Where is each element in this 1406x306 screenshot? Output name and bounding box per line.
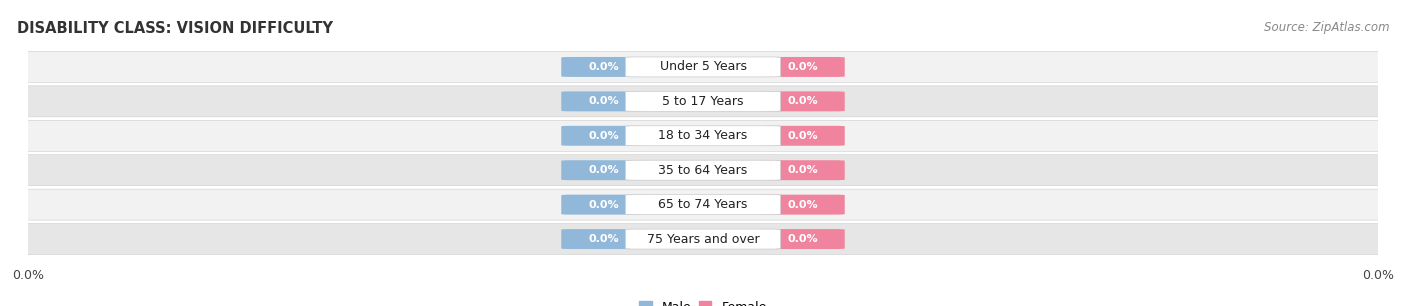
FancyBboxPatch shape — [561, 229, 645, 249]
FancyBboxPatch shape — [761, 126, 845, 146]
Text: Under 5 Years: Under 5 Years — [659, 61, 747, 73]
Legend: Male, Female: Male, Female — [634, 296, 772, 306]
FancyBboxPatch shape — [1, 120, 1405, 151]
Text: 0.0%: 0.0% — [588, 62, 619, 72]
FancyBboxPatch shape — [561, 91, 645, 111]
Text: 0.0%: 0.0% — [588, 200, 619, 210]
Text: 0.0%: 0.0% — [787, 234, 818, 244]
FancyBboxPatch shape — [761, 160, 845, 180]
FancyBboxPatch shape — [626, 195, 780, 215]
FancyBboxPatch shape — [761, 229, 845, 249]
FancyBboxPatch shape — [626, 57, 780, 77]
FancyBboxPatch shape — [761, 91, 845, 111]
Text: 0.0%: 0.0% — [588, 165, 619, 175]
FancyBboxPatch shape — [761, 195, 845, 215]
FancyBboxPatch shape — [1, 51, 1405, 82]
FancyBboxPatch shape — [626, 160, 780, 180]
Text: 0.0%: 0.0% — [588, 234, 619, 244]
Text: 18 to 34 Years: 18 to 34 Years — [658, 129, 748, 142]
FancyBboxPatch shape — [1, 224, 1405, 255]
Text: 5 to 17 Years: 5 to 17 Years — [662, 95, 744, 108]
Text: 0.0%: 0.0% — [787, 96, 818, 106]
Text: 0.0%: 0.0% — [787, 62, 818, 72]
FancyBboxPatch shape — [761, 57, 845, 77]
FancyBboxPatch shape — [626, 126, 780, 146]
Text: 0.0%: 0.0% — [787, 165, 818, 175]
Text: 0.0%: 0.0% — [588, 96, 619, 106]
FancyBboxPatch shape — [561, 126, 645, 146]
FancyBboxPatch shape — [626, 229, 780, 249]
FancyBboxPatch shape — [1, 155, 1405, 186]
FancyBboxPatch shape — [1, 86, 1405, 117]
Text: 35 to 64 Years: 35 to 64 Years — [658, 164, 748, 177]
FancyBboxPatch shape — [561, 160, 645, 180]
FancyBboxPatch shape — [1, 189, 1405, 220]
FancyBboxPatch shape — [561, 57, 645, 77]
Text: 75 Years and over: 75 Years and over — [647, 233, 759, 245]
Text: 0.0%: 0.0% — [588, 131, 619, 141]
Text: 0.0%: 0.0% — [787, 131, 818, 141]
Text: Source: ZipAtlas.com: Source: ZipAtlas.com — [1264, 21, 1389, 34]
FancyBboxPatch shape — [561, 195, 645, 215]
Text: DISABILITY CLASS: VISION DIFFICULTY: DISABILITY CLASS: VISION DIFFICULTY — [17, 21, 333, 36]
Text: 65 to 74 Years: 65 to 74 Years — [658, 198, 748, 211]
FancyBboxPatch shape — [626, 91, 780, 111]
Text: 0.0%: 0.0% — [787, 200, 818, 210]
